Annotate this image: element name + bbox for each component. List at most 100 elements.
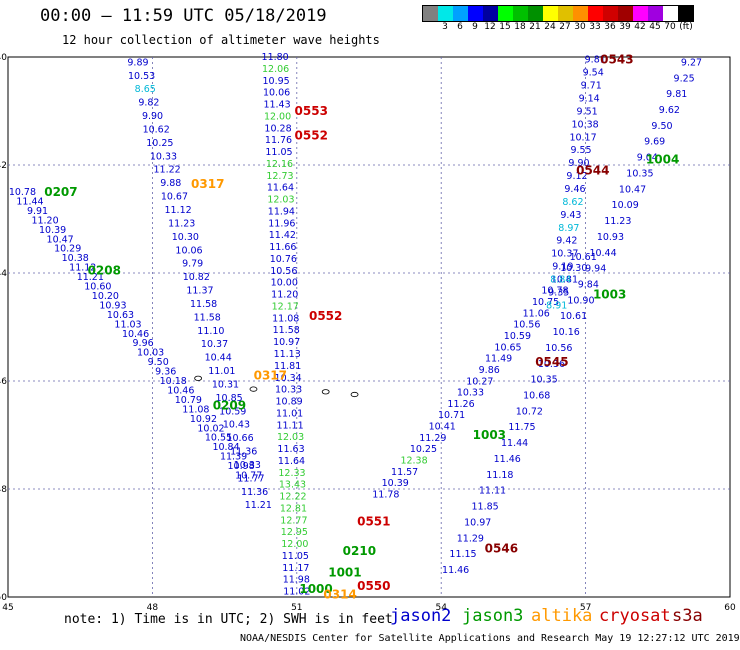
scale-swatch: [543, 6, 558, 21]
swh-value-label: 11.57: [391, 467, 418, 478]
pass-time-label: 0543: [600, 53, 633, 67]
island-outline: [249, 386, 258, 392]
swh-value-label: 9.36: [155, 367, 176, 378]
swh-value-label: 10.37: [551, 249, 578, 260]
swh-value-label: 10.33: [275, 385, 302, 396]
scale-unit-label: (ft): [679, 22, 693, 32]
swh-value-label: 11.44: [501, 438, 528, 449]
swh-value-label: 10.06: [263, 88, 290, 99]
map-frame: [7, 56, 731, 598]
swh-value-label: 11.43: [263, 100, 290, 111]
swh-value-label: 11.12: [164, 205, 191, 216]
swh-value-label: 12.03: [277, 432, 304, 443]
scale-tick-label: 36: [604, 22, 616, 32]
swh-value-label: 12.17: [272, 301, 299, 312]
swh-value-label: 12.33: [278, 468, 305, 479]
swh-value-label: 11.96: [268, 218, 295, 229]
swh-value-label: 11.26: [447, 399, 474, 410]
pass-time-label: 1001: [328, 566, 361, 580]
pass-time-label: 1003: [473, 428, 506, 442]
swh-value-label: 10.97: [464, 517, 491, 528]
swh-value-label: 11.80: [262, 52, 289, 63]
satellite-legend-s3a: s3a: [672, 606, 703, 626]
scale-tick-label: 3: [442, 22, 448, 32]
swh-value-label: 10.46: [167, 385, 194, 396]
swh-value-label: 11.03: [114, 319, 141, 330]
scale-tick-label: 15: [499, 22, 511, 32]
swh-value-label: 12.06: [262, 64, 289, 75]
swh-value-label: 10.68: [523, 391, 550, 402]
lat-tick-label: -50: [0, 593, 7, 603]
swh-value-label: 9.79: [182, 259, 203, 270]
swh-value-label: 11.76: [265, 135, 292, 146]
pass-time-label: 0544: [576, 163, 609, 177]
swh-value-label: 10.53: [128, 71, 155, 82]
scale-tick-label: 24: [544, 22, 556, 32]
swh-value-label: 11.66: [269, 242, 296, 253]
swh-value-label: 12.81: [280, 503, 307, 514]
swh-value-label: 10.85: [216, 393, 243, 404]
swh-value-label: 10.47: [619, 184, 646, 195]
lat-tick-label: -42: [0, 161, 7, 171]
swh-value-label: 9.96: [133, 338, 154, 349]
swh-value-label: 10.39: [382, 478, 409, 489]
scale-swatch: [618, 6, 633, 21]
scale-tick-label: 6: [457, 22, 463, 32]
pass-time-label: 0550: [357, 579, 390, 593]
swh-value-label: 11.17: [282, 563, 309, 574]
scale-swatch: [423, 6, 438, 21]
pass-time-label: 0552: [295, 128, 328, 142]
pass-time-label: 0207: [44, 185, 77, 199]
swh-value-label: 11.06: [523, 308, 550, 319]
swh-value-label: 10.30: [560, 263, 587, 274]
lon-tick-label: 54: [435, 603, 447, 613]
scale-swatch: [573, 6, 588, 21]
scale-tick-label: 30: [574, 22, 586, 32]
swh-value-label: 11.01: [208, 366, 235, 377]
swh-value-label: 9.71: [581, 81, 602, 92]
scale-swatch: [603, 6, 618, 21]
swh-value-label: 9.91: [27, 206, 48, 217]
swh-value-label: 9.81: [666, 89, 687, 100]
pass-time-label: 0546: [485, 541, 518, 555]
swh-value-label: 10.93: [99, 300, 126, 311]
swh-value-label: 10.67: [161, 192, 188, 203]
swh-value-label: 11.36: [241, 487, 268, 498]
swh-value-label: 11.08: [182, 404, 209, 415]
swh-value-label: 10.25: [146, 138, 173, 149]
swh-value-label: 9.42: [556, 236, 577, 247]
swh-value-label: 10.30: [172, 232, 199, 243]
swh-value-label: 10.89: [275, 397, 302, 408]
page-subtitle: 12 hour collection of altimeter wave hei…: [62, 33, 380, 47]
swh-value-label: 11.08: [272, 313, 299, 324]
swh-value-label: 11.23: [604, 216, 631, 227]
swh-value-label: 11.64: [278, 456, 305, 467]
swh-value-label: 12.00: [281, 539, 308, 550]
footer-credit: NOAA/NESDIS Center for Satellite Applica…: [240, 633, 740, 644]
swh-value-label: 9.54: [583, 68, 604, 79]
swh-value-label: 11.11: [479, 486, 506, 497]
swh-value-label: 10.17: [569, 132, 596, 143]
swh-value-label: 10.47: [47, 234, 74, 245]
swh-value-label: 12.00: [264, 111, 291, 122]
swh-value-label: 11.85: [472, 502, 499, 513]
swh-value-label: 10.27: [466, 376, 493, 387]
scale-tick-label: 33: [589, 22, 601, 32]
pass-time-label: 1000: [299, 582, 332, 596]
swh-value-label: 10.38: [571, 119, 598, 130]
lat-tick-label: -48: [0, 485, 7, 495]
swh-value-label: 10.98: [228, 461, 255, 472]
swh-value-label: 10.34: [275, 373, 302, 384]
swh-value-label: 11.20: [31, 215, 58, 226]
island-outline: [194, 375, 203, 381]
scale-tick-label: 12: [484, 22, 496, 32]
swh-value-label: 10.44: [205, 353, 232, 364]
swh-value-label: 9.82: [138, 98, 159, 109]
island-outline: [350, 391, 359, 398]
swh-value-label: 10.38: [62, 253, 89, 264]
pass-time-label: 0317: [191, 177, 224, 191]
swh-value-label: 10.78: [541, 286, 568, 297]
island-outline: [321, 389, 330, 395]
swh-value-label: 9.89: [127, 57, 148, 68]
